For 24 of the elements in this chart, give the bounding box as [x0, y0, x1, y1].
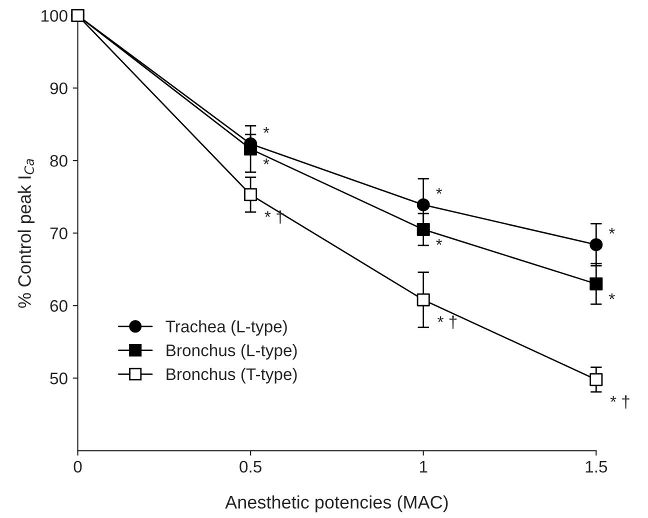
- annotation: * †: [438, 316, 457, 329]
- annotation: *: [436, 188, 442, 194]
- annotation: * †: [264, 210, 284, 224]
- y-axis-title: % Control peak I$_{Ca}$: [18, 159, 35, 308]
- legend-label: Bronchus (L-type): [166, 344, 297, 360]
- annotation: * †: [610, 395, 630, 409]
- y-tick-label: 60: [50, 300, 68, 312]
- annotation: *: [608, 228, 615, 234]
- y-tick-label: 90: [50, 82, 68, 94]
- x-axis-title: Anesthetic potencies (MAC): [225, 495, 448, 512]
- legend-label: Bronchus (T-type): [166, 368, 297, 384]
- x-tick-label: 0.5: [240, 460, 262, 473]
- x-tick-label: 0: [74, 460, 82, 473]
- legend-label: Trachea (L-type): [166, 320, 287, 336]
- y-tick-label: 100: [42, 10, 68, 22]
- y-tick-label: 50: [50, 372, 68, 384]
- x-tick-label: 1: [420, 460, 428, 472]
- annotation: *: [263, 158, 270, 164]
- y-tick-label: 80: [50, 154, 68, 167]
- y-tick-label: 70: [50, 228, 68, 240]
- x-tick-label: 1.5: [586, 460, 608, 473]
- annotation: *: [263, 127, 270, 133]
- annotation: *: [608, 293, 615, 300]
- annotation: *: [436, 238, 442, 245]
